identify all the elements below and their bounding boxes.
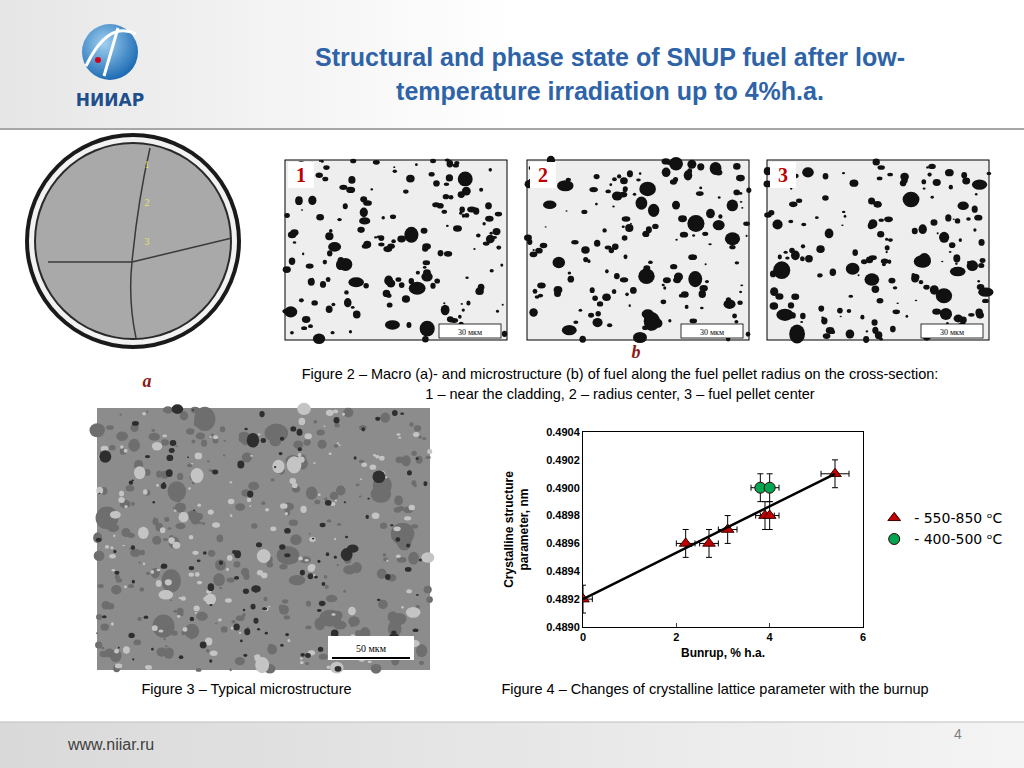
svg-text:Crystalline structureparameter: Crystalline structureparameter, nm — [502, 471, 532, 588]
svg-text:0.4896: 0.4896 — [546, 537, 580, 549]
svg-text:0.4904: 0.4904 — [546, 426, 581, 438]
svg-text:Bunrup, % h.a.: Bunrup, % h.a. — [681, 646, 765, 660]
svg-text:0.4894: 0.4894 — [546, 565, 581, 577]
svg-text:4: 4 — [767, 631, 774, 643]
svg-text:2: 2 — [673, 631, 679, 643]
html-text:www.niiar.ru: www.niiar.ru — [68, 736, 155, 753]
html-text:1 – near the cladding, 2 – rad: 1 – near the cladding, 2 – radius center… — [425, 386, 815, 402]
svg-text:- 400-500 ᵒC: - 400-500 ᵒC — [914, 531, 1002, 547]
html-text:Figure 3 – Typical microstruct: Figure 3 – Typical microstructure — [141, 681, 352, 697]
svg-text:0.4900: 0.4900 — [546, 482, 580, 494]
svg-text:3: 3 — [778, 164, 788, 186]
svg-text:0.4892: 0.4892 — [546, 593, 580, 605]
svg-text:0.4890: 0.4890 — [546, 621, 580, 633]
svg-text:1: 1 — [296, 164, 306, 186]
svg-text:- 550-850 ᵒC: - 550-850 ᵒC — [914, 510, 1002, 526]
svg-text:50 мкм: 50 мкм — [356, 643, 387, 654]
svg-text:30 мкм: 30 мкм — [700, 328, 724, 337]
svg-text:30 мкм: 30 мкм — [458, 328, 482, 337]
svg-text:3: 3 — [145, 236, 150, 247]
svg-text:a: a — [143, 371, 152, 391]
html-text:Figure 2 – Macro (a)- and micr: Figure 2 – Macro (a)- and microstructure… — [301, 366, 939, 382]
svg-text:0: 0 — [580, 631, 586, 643]
html-text:4: 4 — [954, 726, 962, 742]
svg-text:2: 2 — [145, 197, 150, 208]
svg-text:1: 1 — [145, 159, 150, 170]
svg-text:6: 6 — [860, 631, 866, 643]
svg-text:НИИАР: НИИАР — [76, 90, 144, 110]
svg-text:30 мкм: 30 мкм — [940, 328, 964, 337]
svg-text:0.4898: 0.4898 — [546, 509, 580, 521]
svg-text:b: b — [632, 342, 641, 362]
svg-text:2: 2 — [538, 164, 548, 186]
html-text:Figure 4 – Changes of crystall: Figure 4 – Changes of crystalline lattic… — [501, 681, 929, 697]
html-text:Structural and phase state of: Structural and phase state of SNUP fuel … — [315, 43, 905, 105]
svg-text:0.4902: 0.4902 — [546, 454, 580, 466]
